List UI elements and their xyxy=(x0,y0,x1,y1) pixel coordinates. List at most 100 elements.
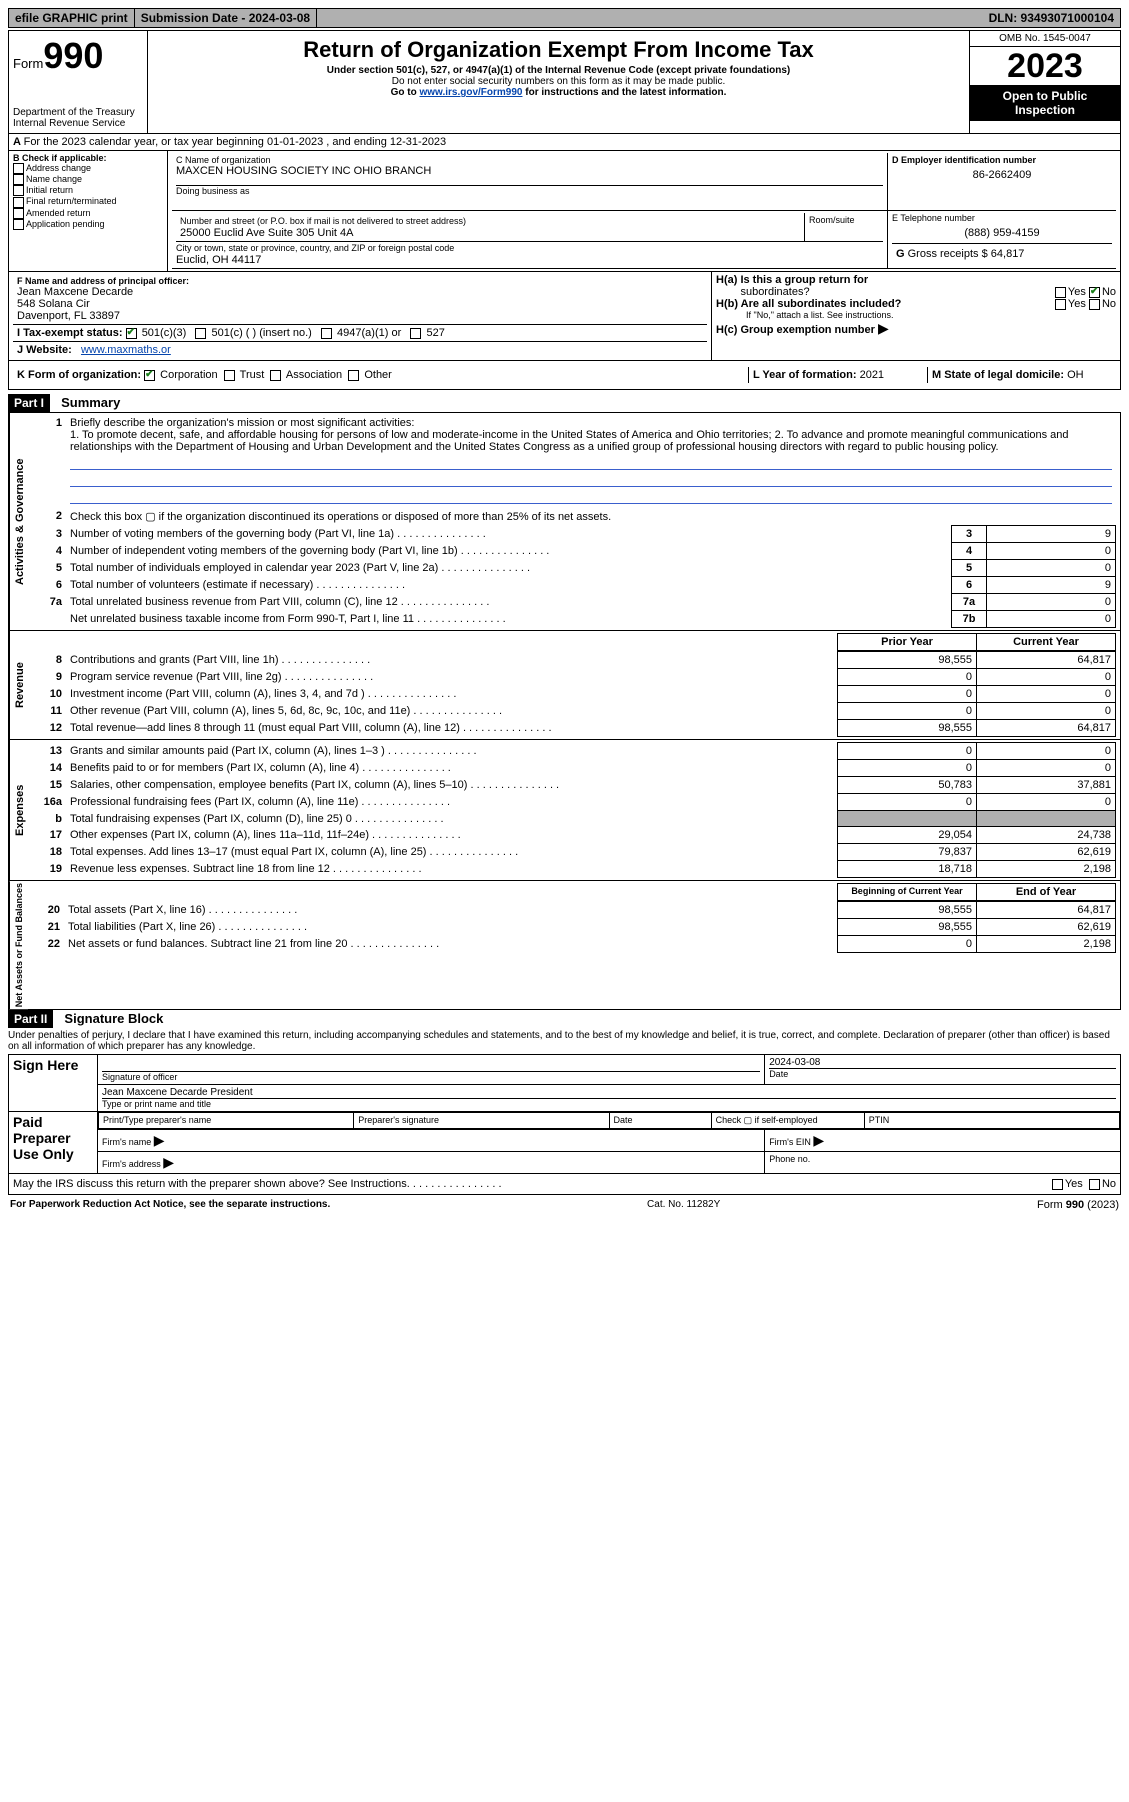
irs-link[interactable]: www.irs.gov/Form990 xyxy=(419,87,522,98)
form-subtitle-1: Under section 501(c), 527, or 4947(a)(1)… xyxy=(156,65,961,76)
hb-note: If "No," attach a list. See instructions… xyxy=(716,310,1116,320)
website-link[interactable]: www.maxmaths.or xyxy=(81,344,171,356)
table-row: 3Number of voting members of the governi… xyxy=(34,526,1116,543)
rev-label: Revenue xyxy=(9,631,30,739)
check-application-pending[interactable]: Application pending xyxy=(13,219,163,230)
org-name: MAXCEN HOUSING SOCIETY INC OHIO BRANCH xyxy=(176,165,883,177)
table-row: 19Revenue less expenses. Subtract line 1… xyxy=(34,861,1116,878)
ha-group-return: H(a) Is this a group return for subordin… xyxy=(716,274,1116,298)
f-label: F Name and address of principal officer: xyxy=(17,276,703,286)
submission-date: Submission Date - 2024-03-08 xyxy=(135,9,317,27)
dba-label: Doing business as xyxy=(176,186,883,196)
city-state-zip: Euclid, OH 44117 xyxy=(176,254,261,266)
table-row: 7aTotal unrelated business revenue from … xyxy=(34,594,1116,611)
table-row: Net unrelated business taxable income fr… xyxy=(34,611,1116,628)
table-row: 17Other expenses (Part IX, column (A), l… xyxy=(34,827,1116,844)
table-row: 15Salaries, other compensation, employee… xyxy=(34,777,1116,794)
form-subtitle-2: Do not enter social security numbers on … xyxy=(156,76,961,87)
discuss-row: May the IRS discuss this return with the… xyxy=(8,1174,1121,1195)
check-address-change[interactable]: Address change xyxy=(13,163,163,174)
table-row: 11Other revenue (Part VIII, column (A), … xyxy=(34,703,1116,720)
check-name-change[interactable]: Name change xyxy=(13,174,163,185)
top-bar: efile GRAPHIC print Submission Date - 20… xyxy=(8,8,1121,28)
state-domicile: OH xyxy=(1067,369,1084,381)
officer-name: Jean Maxcene Decarde xyxy=(17,286,703,298)
gov-label: Activities & Governance xyxy=(9,413,30,630)
k-association[interactable] xyxy=(270,370,281,381)
hb-yes[interactable] xyxy=(1055,299,1066,310)
mission-text: 1. To promote decent, safe, and affordab… xyxy=(70,429,1069,453)
hb-no[interactable] xyxy=(1089,299,1100,310)
table-row: 16aProfessional fundraising fees (Part I… xyxy=(34,794,1116,811)
entity-info-block: B Check if applicable: Address change Na… xyxy=(8,151,1121,272)
check-amended-return[interactable]: Amended return xyxy=(13,208,163,219)
officer-addr1: 548 Solana Cir xyxy=(17,298,703,310)
omb-number: OMB No. 1545-0047 xyxy=(970,31,1120,47)
g-gross-receipts: G Gross receipts $ 64,817 xyxy=(892,244,1112,264)
table-row: 18Total expenses. Add lines 13–17 (must … xyxy=(34,844,1116,861)
open-to-public: Open to PublicInspection xyxy=(970,85,1120,121)
page-footer: For Paperwork Reduction Act Notice, see … xyxy=(8,1195,1121,1215)
year-formation: 2021 xyxy=(860,369,884,381)
net-label: Net Assets or Fund Balances xyxy=(9,881,28,1009)
form-number: Form990 xyxy=(13,35,143,77)
c-name-label: C Name of organization xyxy=(176,155,883,165)
ha-yes[interactable] xyxy=(1055,287,1066,298)
dln: DLN: 93493071000104 xyxy=(317,9,1120,27)
room-suite-label: Room/suite xyxy=(805,213,883,241)
table-row: 14Benefits paid to or for members (Part … xyxy=(34,760,1116,777)
dept-treasury: Department of the Treasury xyxy=(13,107,143,118)
discuss-no[interactable] xyxy=(1089,1179,1100,1190)
table-row: 22Net assets or fund balances. Subtract … xyxy=(32,936,1116,953)
check-501c3[interactable] xyxy=(126,328,137,339)
col-curr: Current Year xyxy=(977,634,1116,651)
ha-no[interactable] xyxy=(1089,287,1100,298)
tax-year: 2023 xyxy=(970,47,1120,85)
k-corporation[interactable] xyxy=(144,370,155,381)
table-row: 10Investment income (Part VIII, column (… xyxy=(34,686,1116,703)
e-phone-label: E Telephone number xyxy=(892,213,1112,223)
col-eoy: End of Year xyxy=(977,884,1116,901)
check-501c[interactable] xyxy=(195,328,206,339)
addr-label: Number and street (or P.O. box if mail i… xyxy=(180,216,466,226)
check-final-return[interactable]: Final return/terminated xyxy=(13,196,163,207)
check-527[interactable] xyxy=(410,328,421,339)
line-a-tax-year: A For the 2023 calendar year, or tax yea… xyxy=(8,134,1121,151)
table-row: 9Program service revenue (Part VIII, lin… xyxy=(34,669,1116,686)
officer-addr2: Davenport, FL 33897 xyxy=(17,310,703,322)
paid-preparer-label: Paid Preparer Use Only xyxy=(9,1112,98,1174)
sign-here-label: Sign Here xyxy=(9,1055,98,1112)
d-ein-label: D Employer identification number xyxy=(892,155,1112,165)
efile-print-button[interactable]: efile GRAPHIC print xyxy=(9,9,135,27)
check-initial-return[interactable]: Initial return xyxy=(13,185,163,196)
table-row: 13Grants and similar amounts paid (Part … xyxy=(34,743,1116,760)
ein-value: 86-2662409 xyxy=(892,165,1112,185)
form-title: Return of Organization Exempt From Incom… xyxy=(156,37,961,63)
b-label: B Check if applicable: xyxy=(13,153,163,163)
k-other[interactable] xyxy=(348,370,359,381)
table-row: 21Total liabilities (Part X, line 26)98,… xyxy=(32,919,1116,936)
col-prior: Prior Year xyxy=(838,634,977,651)
form-instructions-link: Go to www.irs.gov/Form990 for instructio… xyxy=(156,87,961,98)
declaration-text: Under penalties of perjury, I declare th… xyxy=(8,1028,1121,1054)
discuss-yes[interactable] xyxy=(1052,1179,1063,1190)
col-boy: Beginning of Current Year xyxy=(838,884,977,901)
table-row: bTotal fundraising expenses (Part IX, co… xyxy=(34,811,1116,827)
table-row: 5Total number of individuals employed in… xyxy=(34,560,1116,577)
table-row: 4Number of independent voting members of… xyxy=(34,543,1116,560)
phone-value: (888) 959-4159 xyxy=(892,223,1112,243)
table-row: 6Total number of volunteers (estimate if… xyxy=(34,577,1116,594)
q1-text: Briefly describe the organization's miss… xyxy=(70,417,414,429)
table-row: 8Contributions and grants (Part VIII, li… xyxy=(34,652,1116,669)
i-tax-exempt: I Tax-exempt status: 501(c)(3) 501(c) ( … xyxy=(13,325,707,341)
k-trust[interactable] xyxy=(224,370,235,381)
q2-text: Check this box ▢ if the organization dis… xyxy=(66,508,1116,525)
sig-date: 2024-03-08 xyxy=(769,1057,1116,1069)
klm-row: K Form of organization: Corporation Trus… xyxy=(8,361,1121,390)
check-4947[interactable] xyxy=(321,328,332,339)
officer-signed-name: Jean Maxcene Decarde President xyxy=(102,1087,1116,1099)
part-ii-tag: Part II xyxy=(8,1010,53,1028)
form-header: Form990 Department of the Treasury Inter… xyxy=(8,30,1121,134)
hb-subordinates: H(b) Are all subordinates included? Yes … xyxy=(716,298,1116,310)
j-website: J Website: www.maxmaths.or xyxy=(13,342,707,358)
